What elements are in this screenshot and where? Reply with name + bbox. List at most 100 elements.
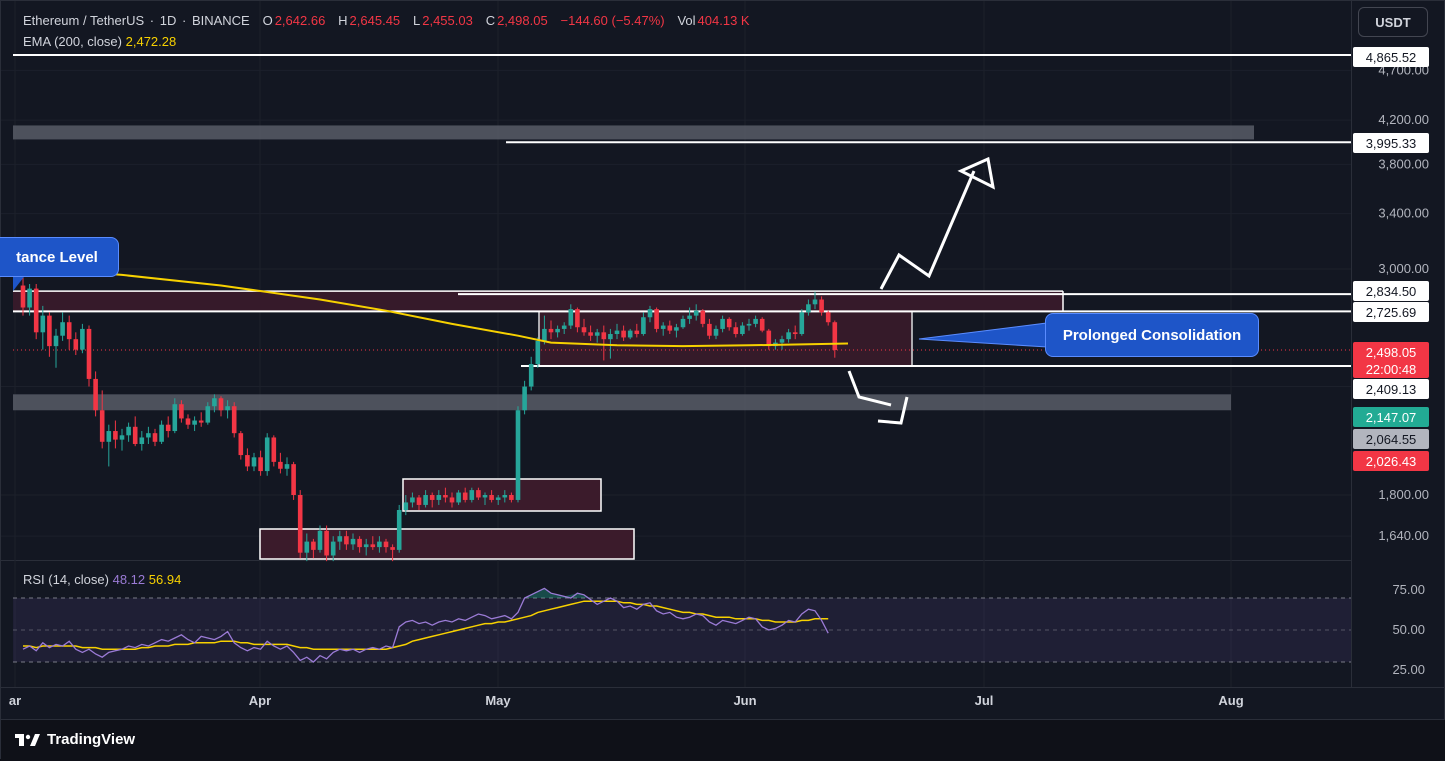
price-badge bbox=[1353, 342, 1429, 378]
price-badge bbox=[1353, 133, 1429, 153]
candle bbox=[489, 495, 494, 500]
candle bbox=[291, 464, 296, 495]
candle bbox=[205, 406, 211, 423]
ema-label: EMA (200, close) bbox=[23, 34, 122, 49]
candle bbox=[482, 495, 488, 498]
candle bbox=[819, 299, 824, 313]
candle bbox=[370, 544, 376, 548]
candle bbox=[40, 315, 46, 333]
candle bbox=[792, 332, 798, 335]
rsi-ma-value: 56.94 bbox=[148, 572, 182, 587]
tradingview-brand: TradingView bbox=[47, 731, 136, 748]
rsi-value: 48.12 bbox=[112, 572, 146, 587]
candle bbox=[119, 435, 125, 440]
candle bbox=[410, 497, 415, 503]
candle bbox=[238, 433, 244, 456]
candle bbox=[575, 309, 580, 328]
candle bbox=[80, 328, 85, 350]
symbol-name[interactable]: Ethereum / TetherUS bbox=[23, 13, 145, 28]
close-value: 2,498.05 bbox=[497, 13, 548, 28]
time-tick-ar: ar bbox=[9, 693, 21, 708]
symbol-header: Ethereum / TetherUS · 1D · BINANCE O 2,64… bbox=[23, 13, 750, 28]
candle bbox=[528, 364, 534, 387]
rsi-tick: 50.00 bbox=[1392, 622, 1425, 637]
candle bbox=[806, 304, 811, 313]
candle bbox=[311, 541, 316, 550]
candle bbox=[99, 410, 105, 442]
high-value: 2,645.45 bbox=[349, 13, 401, 28]
gray-zone-low bbox=[13, 394, 1231, 411]
resistance-zone bbox=[13, 291, 1063, 312]
candle bbox=[33, 288, 39, 333]
candle bbox=[304, 541, 310, 553]
gray-zone-high bbox=[13, 125, 1254, 140]
timeframe[interactable]: 1D bbox=[159, 13, 177, 28]
candle bbox=[396, 509, 402, 550]
price-badge-label: 2,834.50 bbox=[1366, 284, 1417, 299]
candle bbox=[416, 497, 422, 505]
candle bbox=[198, 420, 204, 423]
candle bbox=[799, 312, 805, 335]
candle bbox=[449, 497, 455, 503]
candle bbox=[700, 310, 706, 324]
exchange: BINANCE bbox=[191, 13, 250, 28]
candle bbox=[106, 431, 112, 442]
candle bbox=[456, 492, 461, 503]
candle bbox=[53, 335, 59, 347]
rsi-legend[interactable]: RSI (14, close) 48.12 56.94 bbox=[23, 572, 181, 587]
price-tick: 3,800.00 bbox=[1378, 156, 1429, 171]
candle bbox=[73, 339, 79, 350]
price-badge-label: 2,026.43 bbox=[1366, 454, 1417, 469]
candle bbox=[680, 318, 686, 328]
candle bbox=[740, 325, 745, 335]
candle bbox=[165, 424, 171, 432]
candle bbox=[245, 455, 250, 467]
candle bbox=[825, 312, 831, 323]
price-badge bbox=[1353, 47, 1429, 67]
tradingview-logo[interactable]: TradingView bbox=[15, 731, 135, 748]
price-badge-label: 3,995.33 bbox=[1366, 136, 1417, 151]
candle bbox=[634, 330, 640, 335]
candle bbox=[548, 328, 554, 333]
currency-button[interactable]: USDT bbox=[1358, 7, 1428, 37]
candle bbox=[502, 495, 508, 498]
candle bbox=[568, 309, 574, 326]
candle bbox=[812, 299, 818, 305]
candle bbox=[264, 437, 270, 472]
candle bbox=[423, 495, 428, 505]
candle bbox=[225, 406, 230, 411]
candle bbox=[759, 318, 765, 331]
ema-legend[interactable]: EMA (200, close) 2,472.28 bbox=[23, 34, 176, 49]
low-label: L bbox=[413, 13, 421, 28]
candle bbox=[608, 334, 613, 340]
price-axis-border bbox=[1351, 1, 1352, 687]
time-tick-may: May bbox=[485, 693, 511, 708]
candle bbox=[469, 490, 475, 500]
consolidation-box bbox=[538, 310, 913, 367]
candle bbox=[185, 418, 191, 425]
price-badge-label: 2,147.07 bbox=[1366, 410, 1417, 425]
range-box-april bbox=[259, 528, 635, 560]
candle bbox=[146, 433, 151, 438]
candle bbox=[159, 424, 164, 442]
candle bbox=[687, 315, 692, 319]
candle bbox=[132, 426, 138, 444]
candle bbox=[601, 332, 607, 340]
candle bbox=[284, 464, 290, 469]
countdown-label: 22:00:48 bbox=[1366, 362, 1417, 377]
candle bbox=[462, 492, 468, 500]
candle bbox=[20, 285, 26, 308]
candle bbox=[258, 457, 263, 472]
price-tick: 3,000.00 bbox=[1378, 261, 1429, 276]
candle bbox=[660, 325, 666, 329]
candle bbox=[726, 318, 732, 328]
high-label: H bbox=[338, 13, 348, 28]
candle bbox=[192, 420, 197, 425]
candle bbox=[746, 323, 752, 326]
price-badge-label: 2,064.55 bbox=[1366, 432, 1417, 447]
candle bbox=[542, 328, 547, 341]
pane-separator bbox=[1, 560, 1351, 561]
ema-200-line bbox=[22, 266, 849, 348]
